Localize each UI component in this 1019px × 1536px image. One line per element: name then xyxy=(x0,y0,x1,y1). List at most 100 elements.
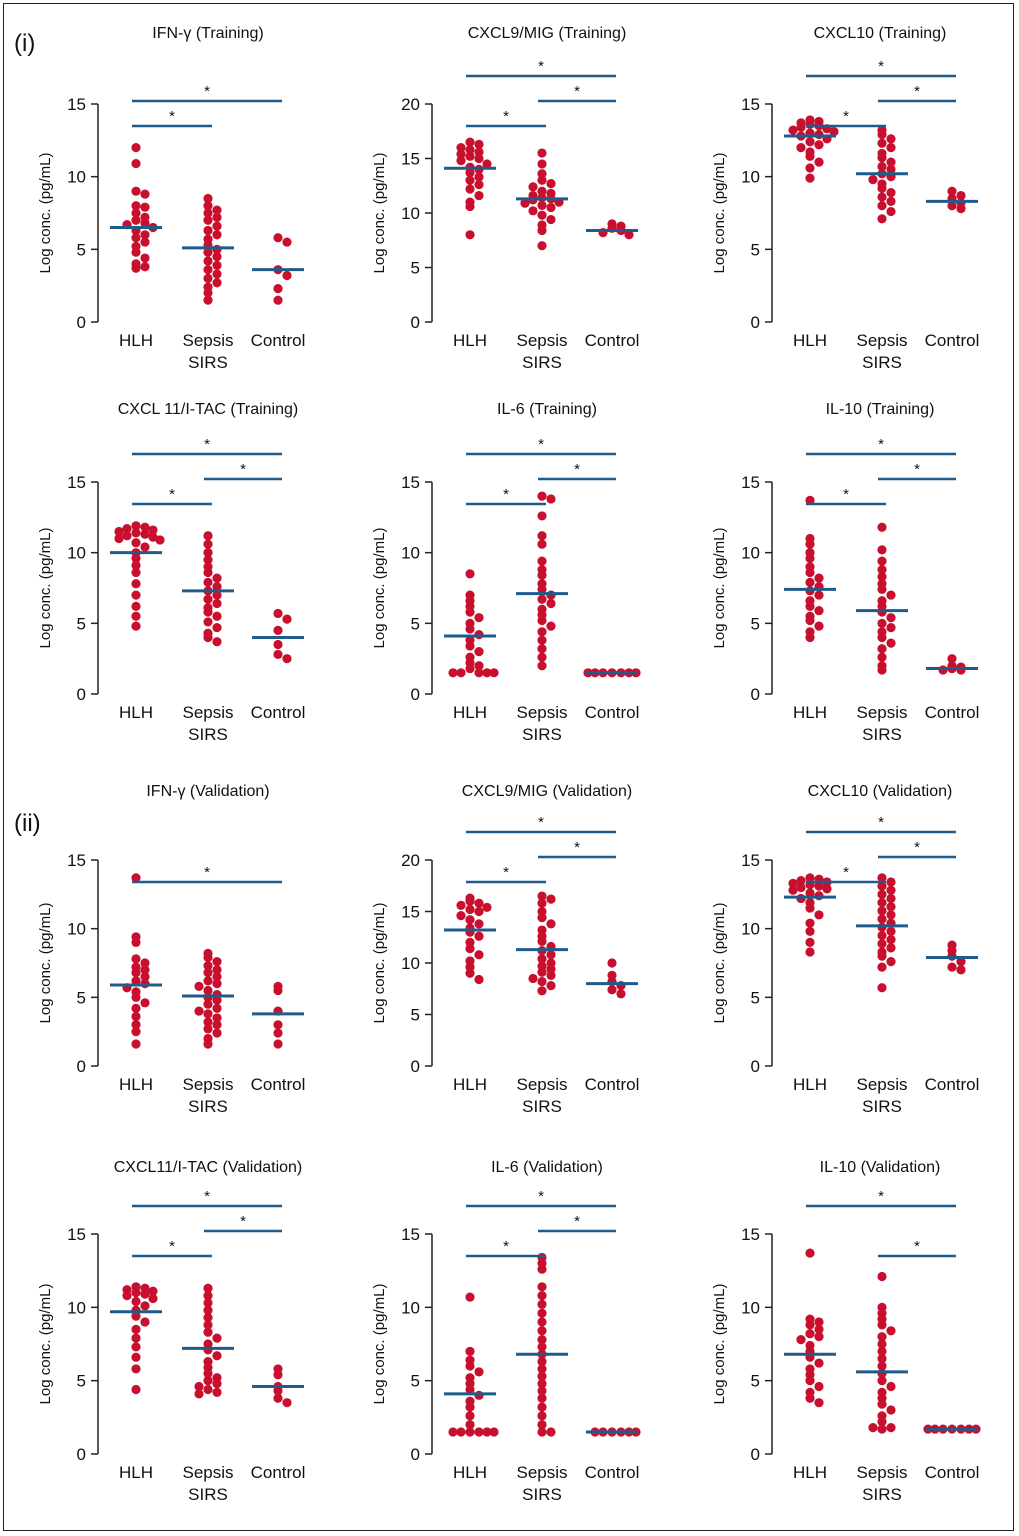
data-point xyxy=(814,1324,824,1334)
significance-label: * xyxy=(204,1188,210,1205)
data-point xyxy=(203,1368,213,1378)
chart-title: CXCL9/MIG (Training) xyxy=(468,25,627,42)
data-point xyxy=(877,889,887,899)
data-point xyxy=(607,985,617,995)
data-point xyxy=(537,570,547,580)
data-point xyxy=(947,201,957,211)
data-point xyxy=(546,178,556,189)
data-point xyxy=(131,560,141,570)
data-point xyxy=(814,157,824,167)
data-point xyxy=(805,873,815,883)
data-point xyxy=(212,972,222,982)
data-point xyxy=(465,607,475,617)
data-point xyxy=(814,910,824,920)
y-tick-label: 5 xyxy=(77,1372,86,1391)
data-point xyxy=(805,1320,815,1330)
data-point xyxy=(814,1381,824,1392)
data-point xyxy=(131,233,141,243)
data-point xyxy=(212,1379,222,1389)
chart-title: CXCL9/MIG (Validation) xyxy=(462,783,632,800)
data-point xyxy=(877,1332,887,1342)
data-point xyxy=(203,577,213,587)
data-point xyxy=(877,1320,887,1330)
data-point xyxy=(877,1376,887,1386)
data-point xyxy=(203,1017,213,1027)
category-label: HLH xyxy=(793,1075,827,1094)
y-tick-label: 10 xyxy=(67,544,86,563)
data-point xyxy=(203,215,213,225)
data-point xyxy=(131,567,141,578)
data-point xyxy=(805,577,815,587)
data-point xyxy=(203,539,213,549)
data-point xyxy=(546,598,556,609)
y-tick-label: 15 xyxy=(67,851,86,870)
data-point xyxy=(805,163,815,173)
data-point xyxy=(140,1317,150,1327)
chart-panel: CXCL10 (Validation) 0 5 10 15 Log conc. (pg/m… xyxy=(711,783,979,1116)
data-point xyxy=(528,206,538,216)
data-point xyxy=(814,1317,824,1327)
data-point xyxy=(537,1357,547,1367)
data-point xyxy=(203,1305,213,1315)
data-point xyxy=(456,900,466,910)
data-point xyxy=(194,1381,204,1392)
significance-label: * xyxy=(574,461,580,478)
data-point xyxy=(131,590,141,600)
data-point xyxy=(886,638,896,648)
data-point xyxy=(131,1384,141,1395)
data-point xyxy=(482,902,492,912)
data-point xyxy=(114,526,124,537)
data-point xyxy=(131,247,141,257)
chart-panel: CXCL 11/I-TAC (Training) 0 5 10 15 Log conc. … xyxy=(37,401,305,744)
category-label: Sepsis xyxy=(516,703,567,722)
category-label: Sepsis xyxy=(182,1463,233,1482)
data-point xyxy=(829,127,839,137)
data-point xyxy=(624,230,634,240)
y-tick-label: 15 xyxy=(401,150,420,169)
data-point xyxy=(140,230,150,240)
data-point xyxy=(546,970,556,980)
data-point xyxy=(537,986,547,996)
significance-label: * xyxy=(240,461,246,478)
category-label: SIRS xyxy=(862,725,902,744)
data-point xyxy=(537,913,547,923)
category-label: HLH xyxy=(119,703,153,722)
data-point xyxy=(877,665,887,675)
category-label: SIRS xyxy=(188,1097,228,1116)
y-tick-label: 15 xyxy=(67,1225,86,1244)
category-label: SIRS xyxy=(188,725,228,744)
data-point xyxy=(131,1296,141,1307)
data-point xyxy=(537,898,547,908)
data-point xyxy=(140,237,150,247)
data-point xyxy=(203,1024,213,1034)
significance-label: * xyxy=(878,436,884,453)
category-label: HLH xyxy=(453,1463,487,1482)
chart-title: IFN-γ (Validation) xyxy=(146,783,269,800)
data-point xyxy=(877,897,887,908)
chart-panel: CXCL9/MIG (Training) 0 5 10 15 20 Log conc. (p… xyxy=(371,25,639,372)
data-point xyxy=(203,225,213,236)
data-point xyxy=(886,943,896,953)
data-point xyxy=(465,168,475,178)
data-point xyxy=(131,1333,141,1343)
data-point xyxy=(805,567,815,578)
data-point xyxy=(537,531,547,541)
data-point xyxy=(155,535,165,545)
data-point xyxy=(537,1393,547,1403)
data-point xyxy=(131,201,141,211)
data-point xyxy=(131,1342,141,1352)
data-point xyxy=(212,573,222,583)
data-point xyxy=(537,539,547,549)
y-tick-label: 0 xyxy=(77,1445,86,1464)
category-label: Sepsis xyxy=(516,1075,567,1094)
data-point xyxy=(537,1317,547,1327)
data-point xyxy=(474,647,484,657)
category-label: Control xyxy=(925,703,980,722)
category-label: HLH xyxy=(793,331,827,350)
category-label: HLH xyxy=(119,1463,153,1482)
data-point xyxy=(465,145,475,155)
data-point xyxy=(796,876,806,886)
category-label: SIRS xyxy=(188,1485,228,1504)
significance-label: * xyxy=(204,436,210,453)
data-point xyxy=(273,1039,283,1049)
